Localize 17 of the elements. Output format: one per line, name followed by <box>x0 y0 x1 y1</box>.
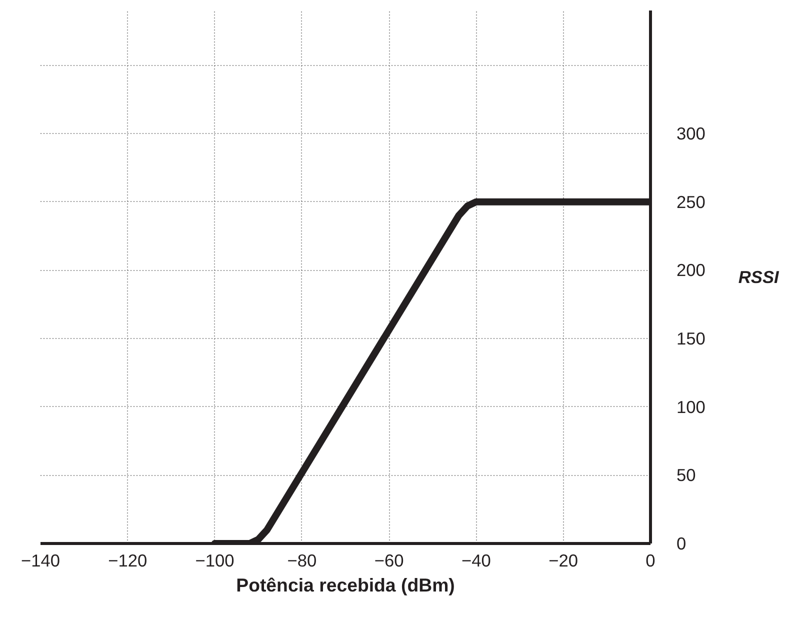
x-tick-label: −40 <box>462 550 491 570</box>
y-tick-label: 50 <box>676 465 696 486</box>
x-axis-title: Potência recebida (dBm) <box>236 574 455 596</box>
y-axis-title: RSSI <box>738 267 780 287</box>
y-tick-label: 300 <box>676 124 706 144</box>
y-tick-label: 250 <box>676 192 706 212</box>
x-tick-label: −140 <box>20 550 60 570</box>
y-tick-label: 200 <box>676 260 706 280</box>
y-tick-label: 0 <box>676 534 686 554</box>
x-tick-label: 0 <box>646 550 656 570</box>
y-tick-label: 100 <box>676 396 706 417</box>
x-tick-label: −100 <box>195 550 234 570</box>
x-tick-label: −80 <box>287 550 317 570</box>
x-tick-label: −60 <box>374 550 404 570</box>
x-tick-label: −120 <box>108 550 148 570</box>
y-tick-label: 150 <box>676 328 706 348</box>
x-tick-label: −20 <box>548 550 578 570</box>
